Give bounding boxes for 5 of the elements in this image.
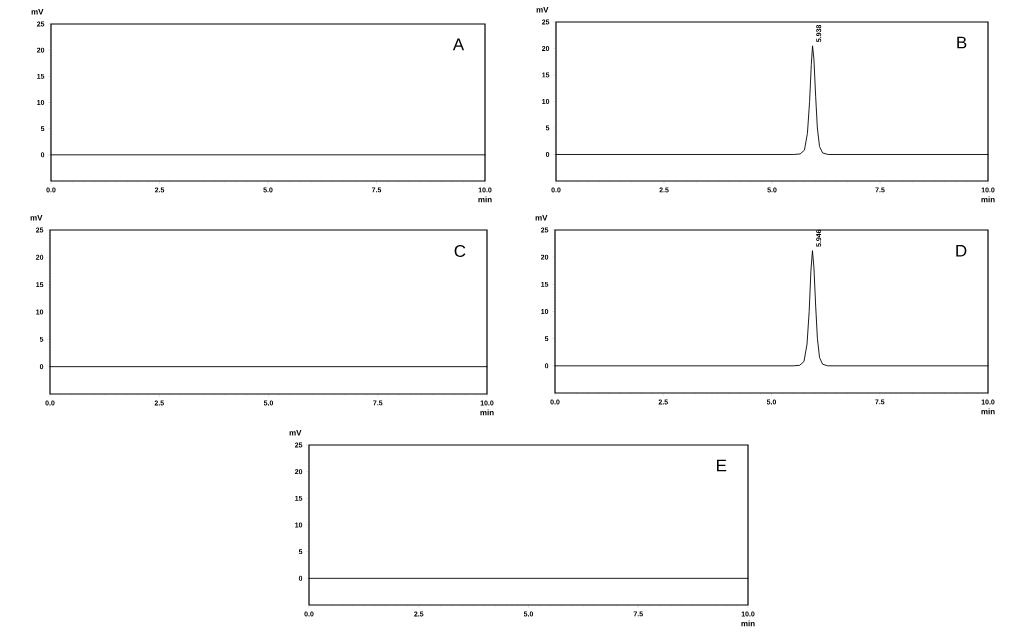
annotation: A xyxy=(452,38,465,51)
annotation: D xyxy=(956,244,967,257)
annotation: C xyxy=(454,245,466,257)
annotation: B xyxy=(957,36,967,49)
annotation: E xyxy=(717,459,727,472)
